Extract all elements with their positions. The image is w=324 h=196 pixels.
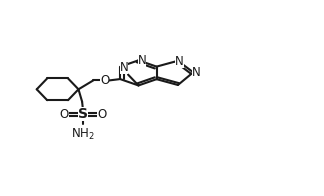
Text: O: O: [97, 108, 107, 121]
Text: N: N: [175, 55, 184, 68]
Text: NH$_2$: NH$_2$: [71, 126, 95, 142]
Text: O: O: [60, 108, 69, 121]
Text: N: N: [192, 66, 201, 79]
Text: S: S: [78, 107, 88, 121]
Text: N: N: [138, 54, 146, 67]
Text: O: O: [100, 74, 110, 87]
Text: N: N: [120, 61, 128, 74]
